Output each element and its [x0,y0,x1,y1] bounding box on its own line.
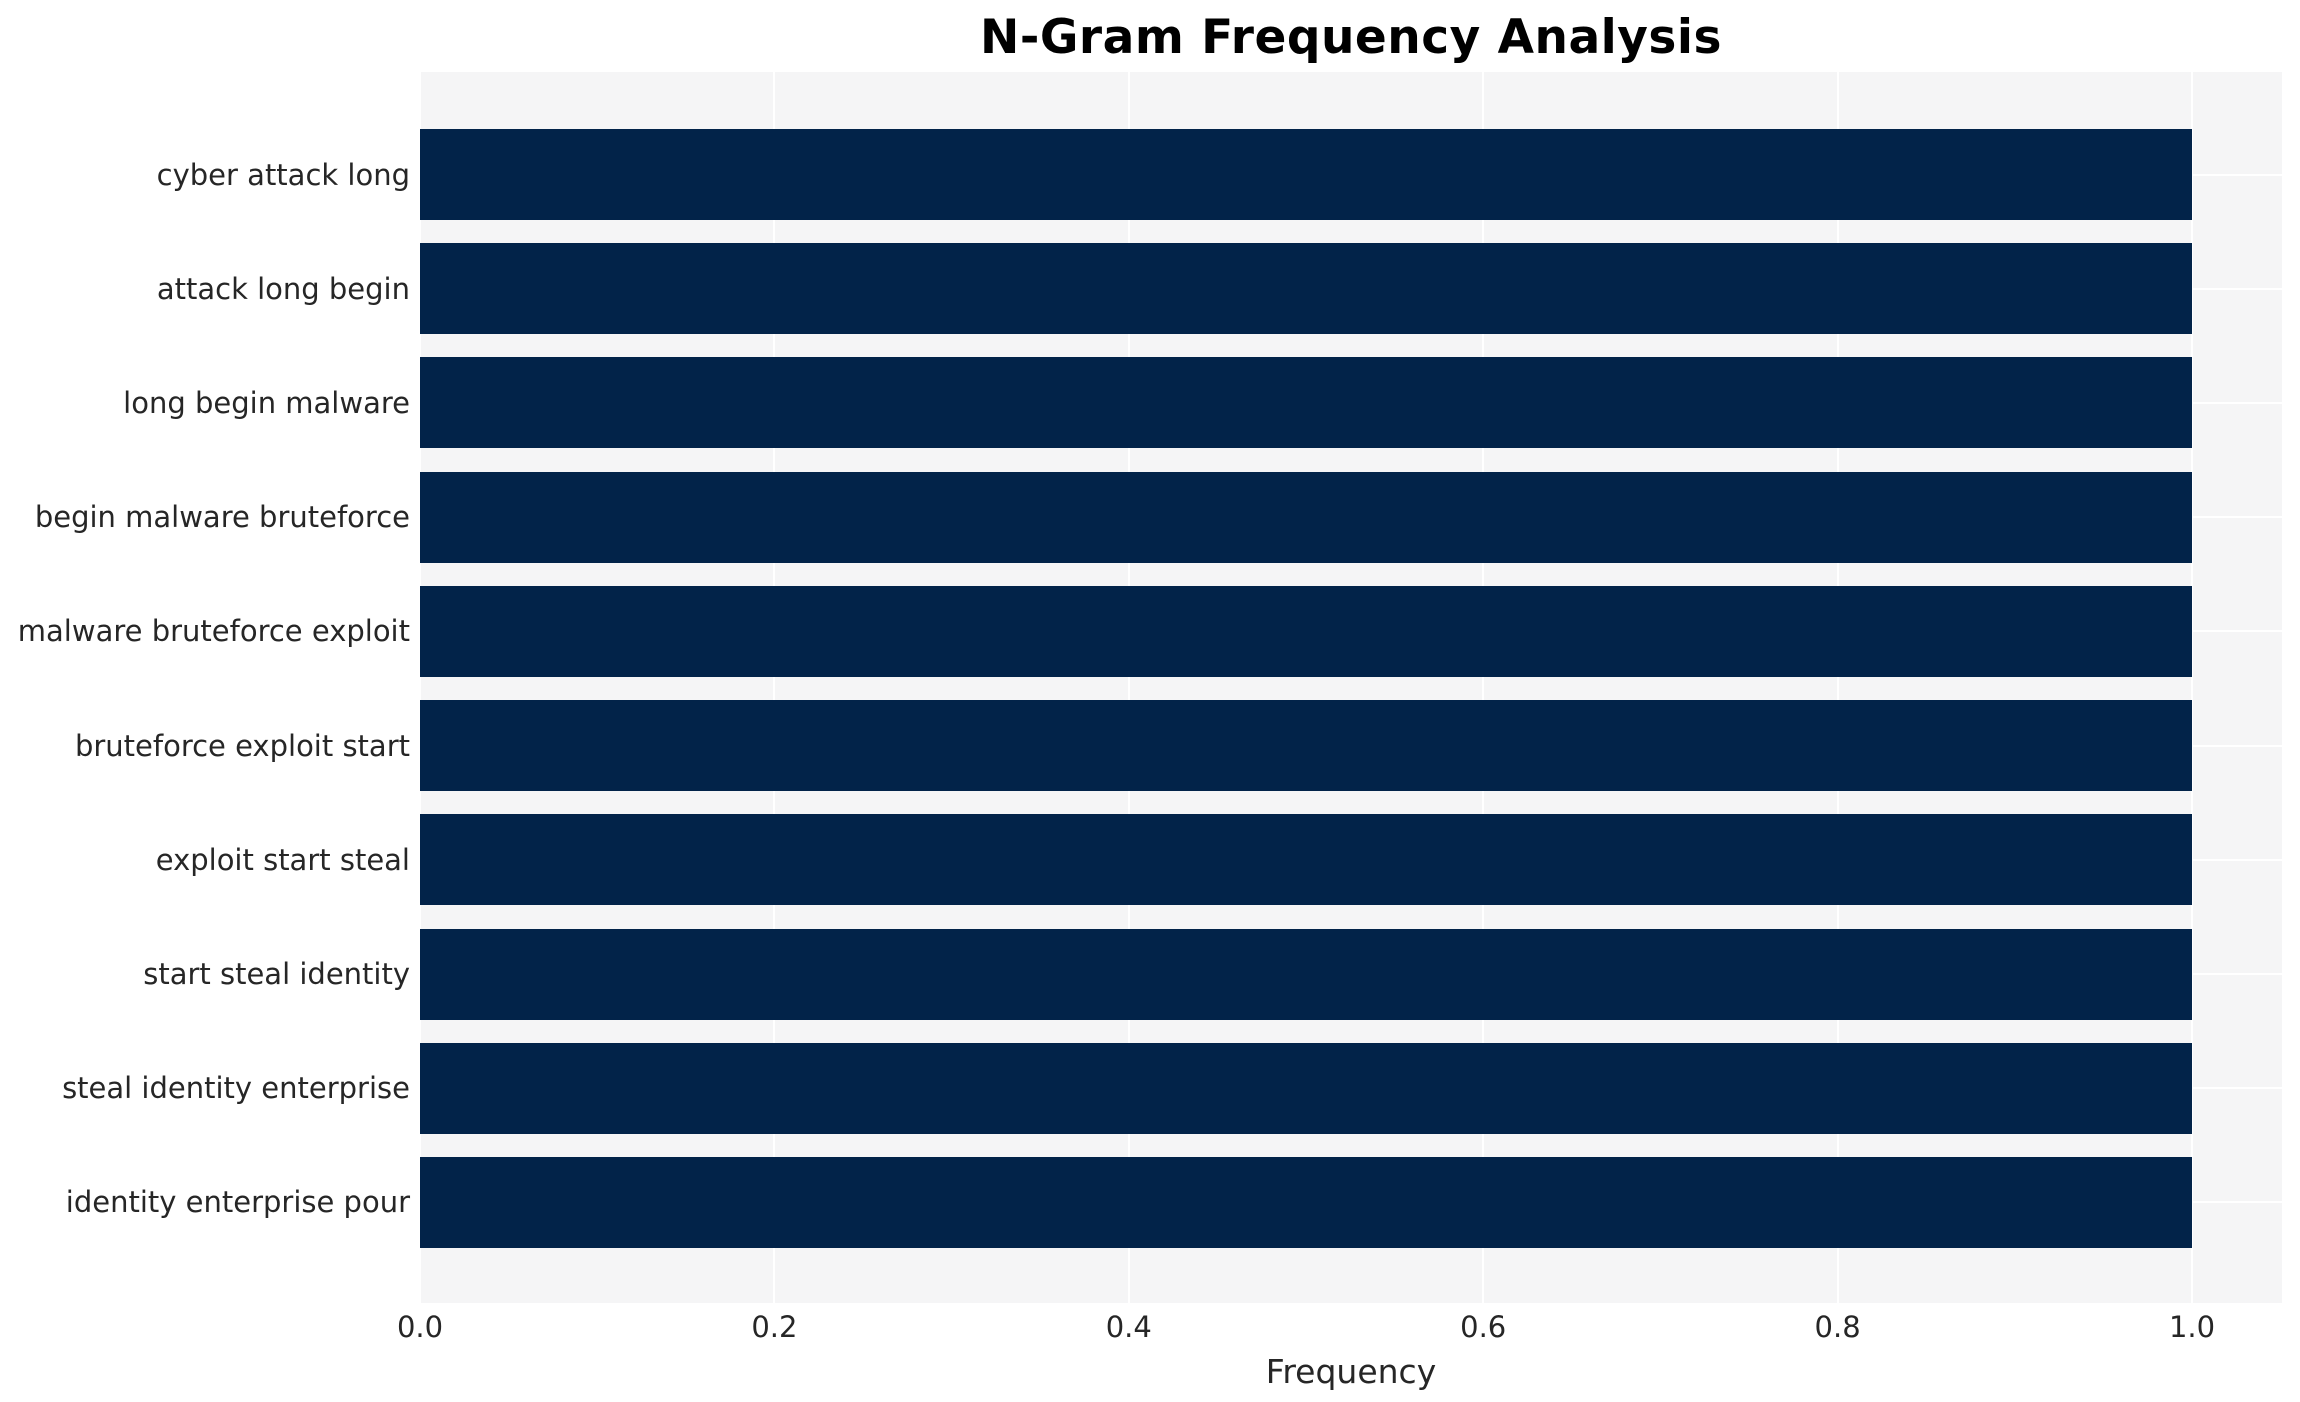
x-tick-label: 1.0 [2168,1310,2216,1344]
y-tick-label: exploit start steal [155,842,410,877]
bar-identity-enterprise-pour [420,1156,2192,1248]
y-tick-label: start steal identity [143,957,410,992]
y-axis-labels: cyber attack long attack long begin long b… [0,72,410,1303]
gridline-vertical [1482,72,1485,1303]
y-tick-label: identity enterprise pour [65,1185,410,1220]
plot-area [420,72,2282,1303]
y-tick-label: begin malware bruteforce [34,500,410,535]
x-tick-label: 0.6 [1460,1310,1507,1344]
gridline-vertical [420,72,421,1303]
x-tick-label: 0.2 [751,1310,798,1344]
x-tick-label: 0.8 [1814,1310,1861,1344]
bar-malware-bruteforce-exploit [420,585,2192,677]
bar-attack-long-begin [420,243,2192,335]
bar-exploit-start-steal [420,814,2192,906]
y-tick-label: long begin malware [123,385,410,420]
gridline-vertical [773,72,776,1303]
gridline-vertical [1836,72,1839,1303]
x-axis-ticks: 0.0 0.2 0.4 0.6 0.8 1.0 [397,1310,2282,1350]
y-tick-label: bruteforce exploit start [74,728,410,763]
y-tick-label: steal identity enterprise [62,1071,410,1106]
y-tick-label: malware bruteforce exploit [17,614,410,649]
bar-long-begin-malware [420,357,2192,449]
bar-bruteforce-exploit-start [420,700,2192,792]
bar-begin-malware-bruteforce [420,471,2192,563]
bar-steal-identity-enterprise [420,1042,2192,1134]
gridline-vertical [2191,72,2193,1303]
y-tick-label: attack long begin [156,271,410,306]
chart-title: N-Gram Frequency Analysis [980,10,1722,65]
bar-start-steal-identity [420,928,2192,1020]
bar-cyber-attack-long [420,129,2192,220]
x-axis-title: Frequency [1265,1352,1437,1391]
y-tick-label: cyber attack long [156,157,410,192]
x-tick-label: 0.0 [396,1310,444,1344]
x-tick-label: 0.4 [1105,1310,1152,1344]
gridline-vertical [1127,72,1130,1303]
